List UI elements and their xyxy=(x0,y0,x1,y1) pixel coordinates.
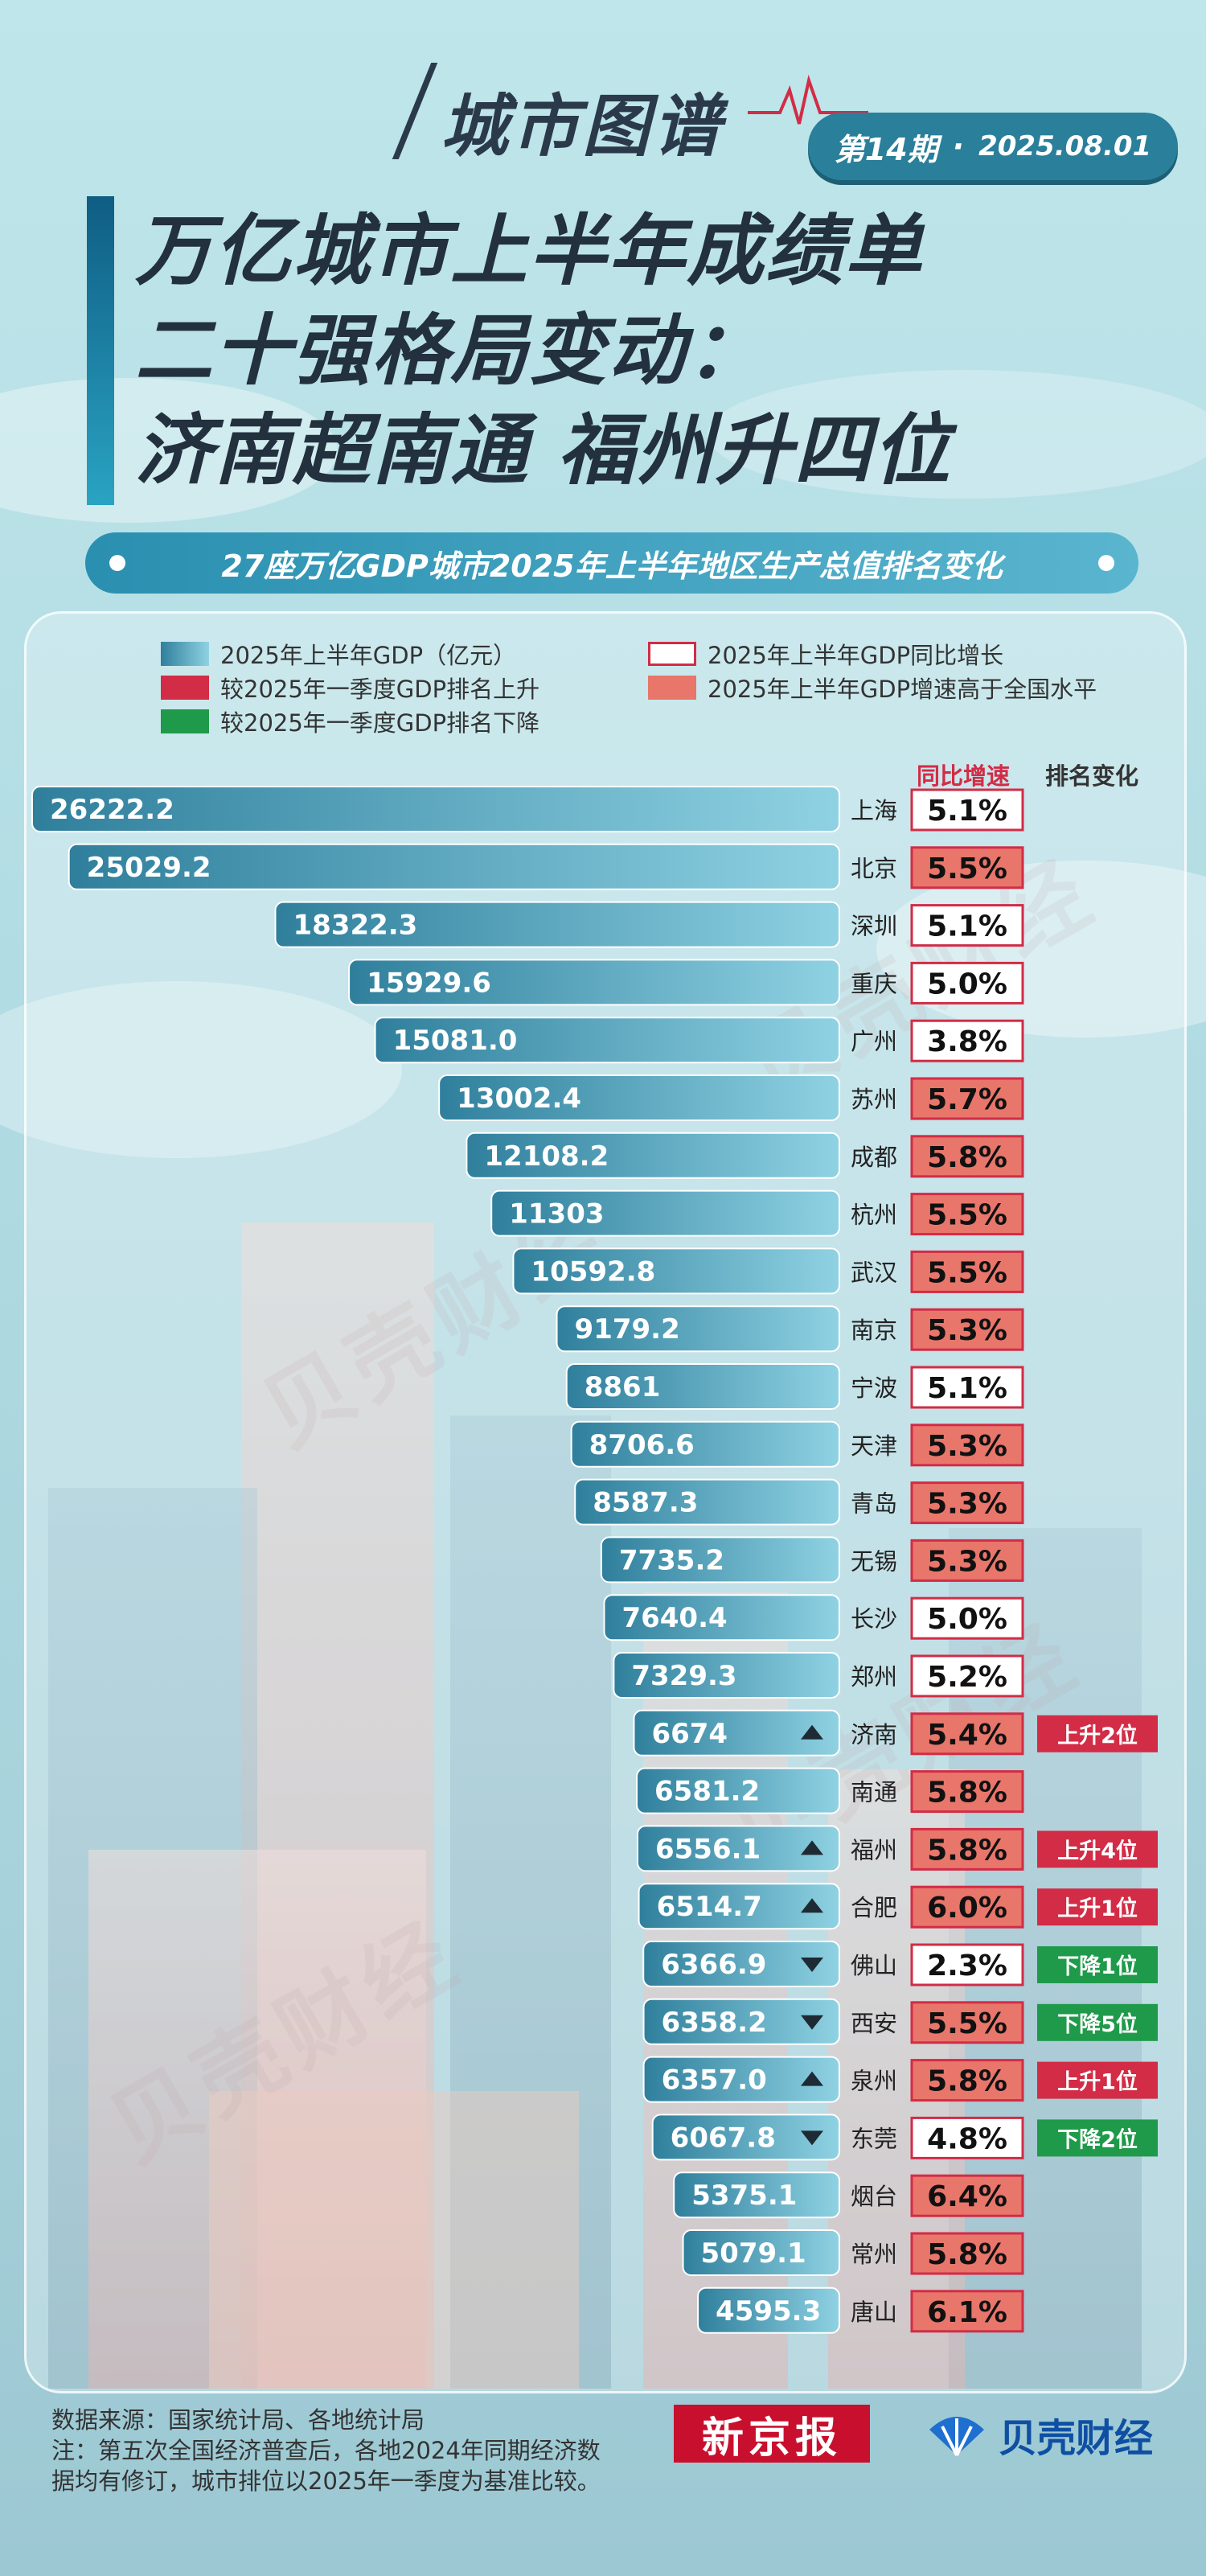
legend-swatch xyxy=(648,676,696,700)
legend-swatch xyxy=(648,642,696,666)
legend-label: 2025年上半年GDP增速高于全国水平 xyxy=(708,676,1097,703)
beike-logo: 贝壳财经 xyxy=(925,2406,1153,2463)
title-line: 二十强格局变动： xyxy=(135,306,765,396)
legend-gdp: 2025年上半年GDP（亿元） xyxy=(161,637,516,671)
legend-swatch xyxy=(161,676,209,700)
dot-icon xyxy=(1098,555,1114,571)
page-title: 万亿城市上半年成绩单 二十强格局变动： 济南超南通 福州升四位 xyxy=(135,201,1180,500)
legend-swatch xyxy=(161,642,209,666)
column-header-rank: 排名变化 xyxy=(1045,762,1139,790)
shell-icon xyxy=(929,2417,984,2456)
legend-above-national: 2025年上半年GDP增速高于全国水平 xyxy=(648,671,1097,705)
legend-rank-down: 较2025年一季度GDP排名下降 xyxy=(161,705,539,738)
legend-label: 2025年上半年GDP（亿元） xyxy=(220,642,517,669)
footnote: 注：第五次全国经济普查后，各地2024年同期经济数据均有修订，城市排位以2025… xyxy=(51,2437,601,2495)
legend-label: 较2025年一季度GDP排名上升 xyxy=(220,676,540,703)
subtitle-text: 27座万亿GDP城市2025年上半年地区生产总值排名变化 xyxy=(221,548,1003,584)
issue-badge: 第14期 · 2025.08.01 xyxy=(808,113,1178,180)
issue-separator: · xyxy=(952,129,965,164)
legend-label: 2025年上半年GDP同比增长 xyxy=(708,642,1004,669)
chart-subtitle: 27座万亿GDP城市2025年上半年地区生产总值排名变化 xyxy=(85,532,1138,594)
pulse-line-icon xyxy=(748,74,868,125)
footer-notes: 数据来源：国家统计局、各地统计局 注：第五次全国经济普查后，各地2024年同期经… xyxy=(51,2405,614,2496)
column-header-growth: 同比增速 xyxy=(917,762,1011,790)
legend-growth: 2025年上半年GDP同比增长 xyxy=(648,637,1003,671)
xjb-logo: 新京报 xyxy=(674,2405,870,2463)
issue-date: 2025.08.01 xyxy=(978,130,1152,162)
beike-logo-text: 贝壳财经 xyxy=(999,2416,1154,2461)
data-source: 数据来源：国家统计局、各地统计局 xyxy=(51,2406,425,2434)
title-accent-bar xyxy=(87,196,114,505)
legend-label: 较2025年一季度GDP排名下降 xyxy=(220,709,540,737)
chart-panel xyxy=(24,611,1187,2393)
title-line: 济南超南通 福州升四位 xyxy=(135,405,952,495)
dot-icon xyxy=(109,555,125,571)
brand-title: 城市图谱 xyxy=(441,86,724,166)
title-line: 万亿城市上半年成绩单 xyxy=(135,206,923,296)
legend-swatch xyxy=(161,709,209,733)
issue-number: 第14期 xyxy=(834,131,938,167)
legend-rank-up: 较2025年一季度GDP排名上升 xyxy=(161,671,539,705)
